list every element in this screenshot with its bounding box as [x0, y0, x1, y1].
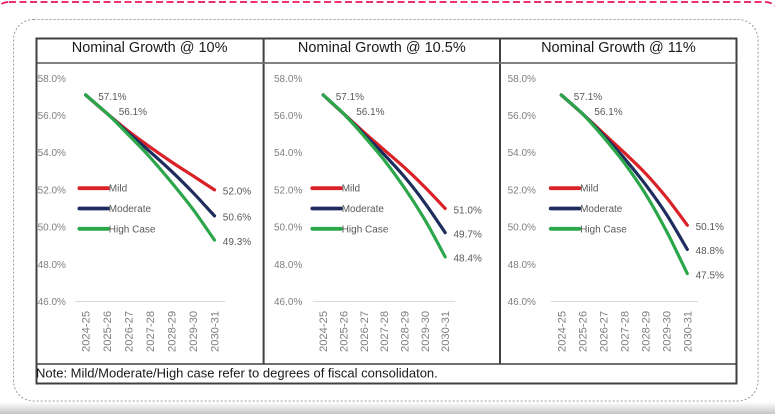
svg-text:Note: Mild/Moderate/High case: Note: Mild/Moderate/High case refer to d…: [36, 366, 438, 381]
svg-text:2025-26: 2025-26: [577, 311, 589, 352]
svg-text:56.1%: 56.1%: [594, 107, 622, 118]
svg-text:High Case: High Case: [342, 224, 389, 235]
svg-text:2025-26: 2025-26: [339, 311, 351, 352]
svg-text:54.0%: 54.0%: [508, 148, 536, 159]
svg-text:50.6%: 50.6%: [223, 213, 251, 224]
svg-text:58.0%: 58.0%: [508, 74, 536, 85]
svg-text:52.0%: 52.0%: [38, 185, 66, 196]
svg-text:2027-28: 2027-28: [145, 311, 157, 352]
svg-text:49.7%: 49.7%: [454, 230, 482, 241]
svg-text:47.5%: 47.5%: [696, 270, 724, 281]
svg-text:2027-28: 2027-28: [619, 311, 631, 352]
svg-text:2027-28: 2027-28: [379, 311, 391, 352]
svg-text:56.1%: 56.1%: [119, 107, 147, 118]
svg-text:2026-27: 2026-27: [598, 311, 610, 352]
svg-text:58.0%: 58.0%: [274, 74, 302, 85]
svg-text:Mild: Mild: [109, 184, 127, 195]
svg-text:2028-29: 2028-29: [400, 311, 412, 352]
svg-text:56.1%: 56.1%: [356, 107, 384, 118]
svg-text:2024-25: 2024-25: [556, 311, 568, 352]
svg-text:2028-29: 2028-29: [167, 311, 179, 352]
svg-text:57.1%: 57.1%: [574, 92, 602, 103]
svg-text:2029-30: 2029-30: [188, 311, 200, 352]
svg-text:51.0%: 51.0%: [454, 205, 482, 216]
svg-text:48.8%: 48.8%: [696, 246, 724, 257]
svg-text:Mild: Mild: [342, 184, 360, 195]
svg-text:56.0%: 56.0%: [274, 111, 302, 122]
svg-text:48.0%: 48.0%: [38, 260, 66, 271]
svg-text:57.1%: 57.1%: [336, 92, 364, 103]
svg-text:Nominal Growth @ 10%: Nominal Growth @ 10%: [72, 40, 228, 56]
svg-text:2030-31: 2030-31: [210, 311, 222, 352]
svg-text:2030-31: 2030-31: [682, 311, 694, 352]
svg-text:56.0%: 56.0%: [508, 111, 536, 122]
svg-text:2024-25: 2024-25: [318, 311, 330, 352]
svg-text:50.0%: 50.0%: [274, 223, 302, 234]
svg-text:52.0%: 52.0%: [274, 185, 302, 196]
svg-text:48.4%: 48.4%: [454, 254, 482, 265]
svg-text:2029-30: 2029-30: [420, 311, 432, 352]
svg-text:2025-26: 2025-26: [102, 311, 114, 352]
svg-text:2026-27: 2026-27: [124, 311, 136, 352]
svg-text:50.0%: 50.0%: [38, 223, 66, 234]
svg-text:48.0%: 48.0%: [508, 260, 536, 271]
svg-text:2029-30: 2029-30: [661, 311, 673, 352]
svg-text:High Case: High Case: [580, 224, 627, 235]
svg-text:52.0%: 52.0%: [508, 185, 536, 196]
svg-text:Moderate: Moderate: [580, 204, 623, 215]
svg-text:48.0%: 48.0%: [274, 260, 302, 271]
svg-text:52.0%: 52.0%: [223, 187, 251, 198]
svg-text:46.0%: 46.0%: [274, 297, 302, 308]
svg-text:Moderate: Moderate: [109, 204, 152, 215]
svg-text:Nominal Growth @ 10.5%: Nominal Growth @ 10.5%: [298, 40, 466, 56]
svg-text:50.0%: 50.0%: [508, 223, 536, 234]
svg-text:High Case: High Case: [109, 224, 156, 235]
svg-text:Mild: Mild: [580, 184, 598, 195]
svg-text:Nominal Growth @ 11%: Nominal Growth @ 11%: [541, 40, 696, 56]
svg-text:Moderate: Moderate: [342, 204, 385, 215]
svg-text:46.0%: 46.0%: [38, 297, 66, 308]
svg-text:2024-25: 2024-25: [81, 311, 93, 352]
svg-text:50.1%: 50.1%: [696, 222, 724, 233]
svg-text:49.3%: 49.3%: [223, 237, 251, 248]
svg-text:2030-31: 2030-31: [440, 311, 452, 352]
svg-text:46.0%: 46.0%: [508, 297, 536, 308]
svg-text:58.0%: 58.0%: [38, 74, 66, 85]
svg-text:54.0%: 54.0%: [38, 148, 66, 159]
svg-text:2028-29: 2028-29: [640, 311, 652, 352]
svg-text:57.1%: 57.1%: [98, 92, 126, 103]
svg-text:54.0%: 54.0%: [274, 148, 302, 159]
svg-text:56.0%: 56.0%: [38, 111, 66, 122]
svg-text:2026-27: 2026-27: [359, 311, 371, 352]
